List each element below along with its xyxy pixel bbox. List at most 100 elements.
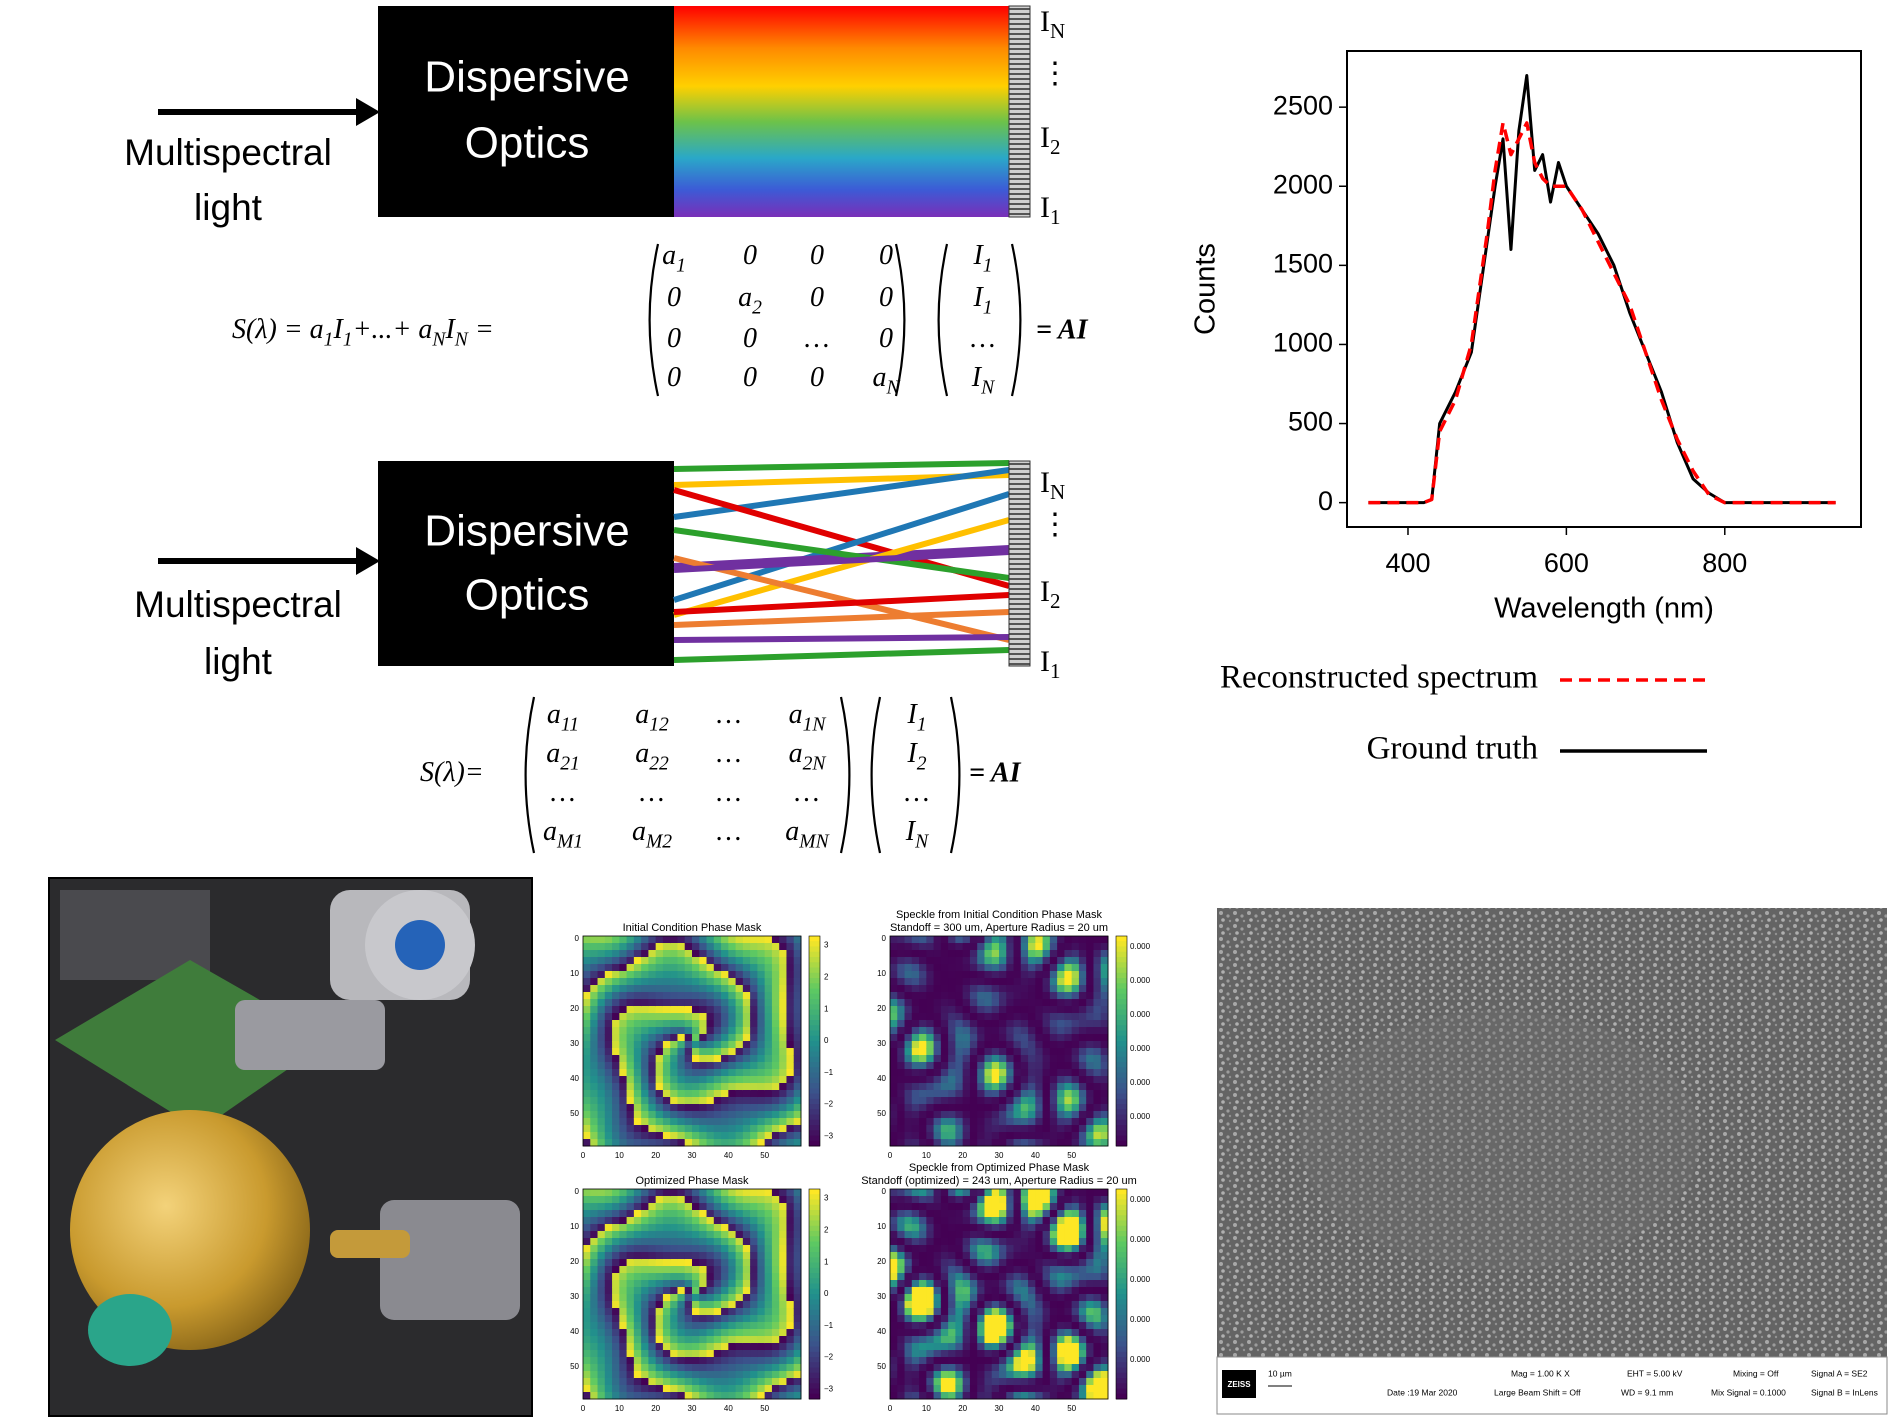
pixel bbox=[757, 1139, 765, 1147]
colorbar-label: 0.000 bbox=[1130, 1275, 1151, 1284]
pixel bbox=[714, 1076, 722, 1084]
colorbar-label: 0 bbox=[824, 1036, 829, 1045]
colorbar-label: −2 bbox=[824, 1100, 834, 1109]
sem-info: WD = 9.1 mm bbox=[1621, 1387, 1673, 1397]
pixel bbox=[1014, 1125, 1022, 1133]
pixel bbox=[641, 1210, 649, 1218]
pixel bbox=[970, 1315, 978, 1323]
pixel bbox=[685, 1336, 693, 1344]
pixel bbox=[743, 1336, 751, 1344]
pixel bbox=[743, 1125, 751, 1133]
pixel bbox=[984, 985, 992, 993]
pixel bbox=[627, 1048, 635, 1056]
pixel bbox=[1050, 1294, 1058, 1302]
pixel bbox=[728, 1259, 736, 1267]
pixel bbox=[905, 1259, 913, 1267]
pixel bbox=[627, 1020, 635, 1028]
pixel bbox=[1043, 1090, 1051, 1098]
pixel bbox=[786, 1259, 794, 1267]
pixel bbox=[1043, 1343, 1051, 1351]
pixel bbox=[1050, 1020, 1058, 1028]
pixel bbox=[977, 1020, 985, 1028]
pixel bbox=[685, 978, 693, 986]
pixel bbox=[1086, 1385, 1094, 1393]
pixel bbox=[786, 1364, 794, 1372]
pixel bbox=[721, 1090, 729, 1098]
pixel bbox=[685, 1196, 693, 1204]
pixel bbox=[648, 957, 656, 965]
pixel bbox=[743, 1266, 751, 1274]
pixel bbox=[794, 1392, 802, 1400]
pixel bbox=[619, 1118, 627, 1126]
pixel bbox=[670, 1125, 678, 1133]
pixel bbox=[612, 1139, 620, 1147]
pixel bbox=[656, 1357, 664, 1365]
pixel bbox=[598, 1336, 606, 1344]
pixel bbox=[634, 1287, 642, 1295]
pixel bbox=[1057, 1343, 1065, 1351]
pixel bbox=[1101, 1196, 1109, 1204]
pixel bbox=[627, 1378, 635, 1386]
pixel bbox=[1021, 1385, 1029, 1393]
pixel bbox=[721, 1329, 729, 1337]
pixel bbox=[970, 1090, 978, 1098]
pixel bbox=[736, 1385, 744, 1393]
pixel bbox=[1050, 1322, 1058, 1330]
pixel bbox=[984, 1336, 992, 1344]
pixel bbox=[612, 1336, 620, 1344]
pixel bbox=[714, 1097, 722, 1105]
pixel bbox=[772, 1287, 780, 1295]
pixel bbox=[736, 1294, 744, 1302]
pixel bbox=[1021, 1252, 1029, 1260]
pixel bbox=[765, 1350, 773, 1358]
pixel bbox=[1014, 1034, 1022, 1042]
pixel bbox=[721, 1041, 729, 1049]
y-tick-label: 20 bbox=[877, 1257, 886, 1266]
pixel bbox=[728, 1203, 736, 1211]
pixel bbox=[912, 1020, 920, 1028]
pixel bbox=[1035, 1350, 1043, 1358]
pixel bbox=[641, 992, 649, 1000]
pixel bbox=[1050, 1357, 1058, 1365]
pixel bbox=[670, 1104, 678, 1112]
pixel bbox=[1006, 1097, 1014, 1105]
pixel bbox=[905, 1329, 913, 1337]
pixel bbox=[1028, 992, 1036, 1000]
pixel bbox=[714, 1259, 722, 1267]
pixel bbox=[641, 1245, 649, 1253]
pixel bbox=[743, 950, 751, 958]
colorbar-cell bbox=[1116, 1215, 1127, 1221]
pixel bbox=[999, 978, 1007, 986]
pixel bbox=[598, 957, 606, 965]
pixel bbox=[583, 1364, 591, 1372]
colorbar-label: 0.000 bbox=[1130, 942, 1151, 951]
pixel bbox=[757, 957, 765, 965]
pixel bbox=[692, 992, 700, 1000]
pixel bbox=[612, 1062, 620, 1070]
pixel bbox=[1064, 1238, 1072, 1246]
pixel bbox=[728, 999, 736, 1007]
pixel bbox=[648, 971, 656, 979]
pixel bbox=[1093, 1111, 1101, 1119]
sem-info: Signal A = SE2 bbox=[1811, 1368, 1868, 1378]
pixel bbox=[1093, 1210, 1101, 1218]
pixel bbox=[1028, 1090, 1036, 1098]
pixel bbox=[948, 1020, 956, 1028]
pixel bbox=[736, 999, 744, 1007]
pixel bbox=[757, 1196, 765, 1204]
pixel bbox=[692, 1266, 700, 1274]
pixel bbox=[1021, 1322, 1029, 1330]
pixel bbox=[605, 1329, 613, 1337]
pixel bbox=[656, 1371, 664, 1379]
pixel bbox=[692, 957, 700, 965]
pixel bbox=[941, 950, 949, 958]
pixel bbox=[786, 1203, 794, 1211]
pixel bbox=[677, 1090, 685, 1098]
pixel bbox=[714, 1266, 722, 1274]
text-part: S(λ)= bbox=[420, 757, 484, 788]
pixel bbox=[619, 1006, 627, 1014]
pixel bbox=[757, 1252, 765, 1260]
pixel bbox=[905, 1378, 913, 1386]
pixel bbox=[772, 1097, 780, 1105]
pixel bbox=[634, 1315, 642, 1323]
